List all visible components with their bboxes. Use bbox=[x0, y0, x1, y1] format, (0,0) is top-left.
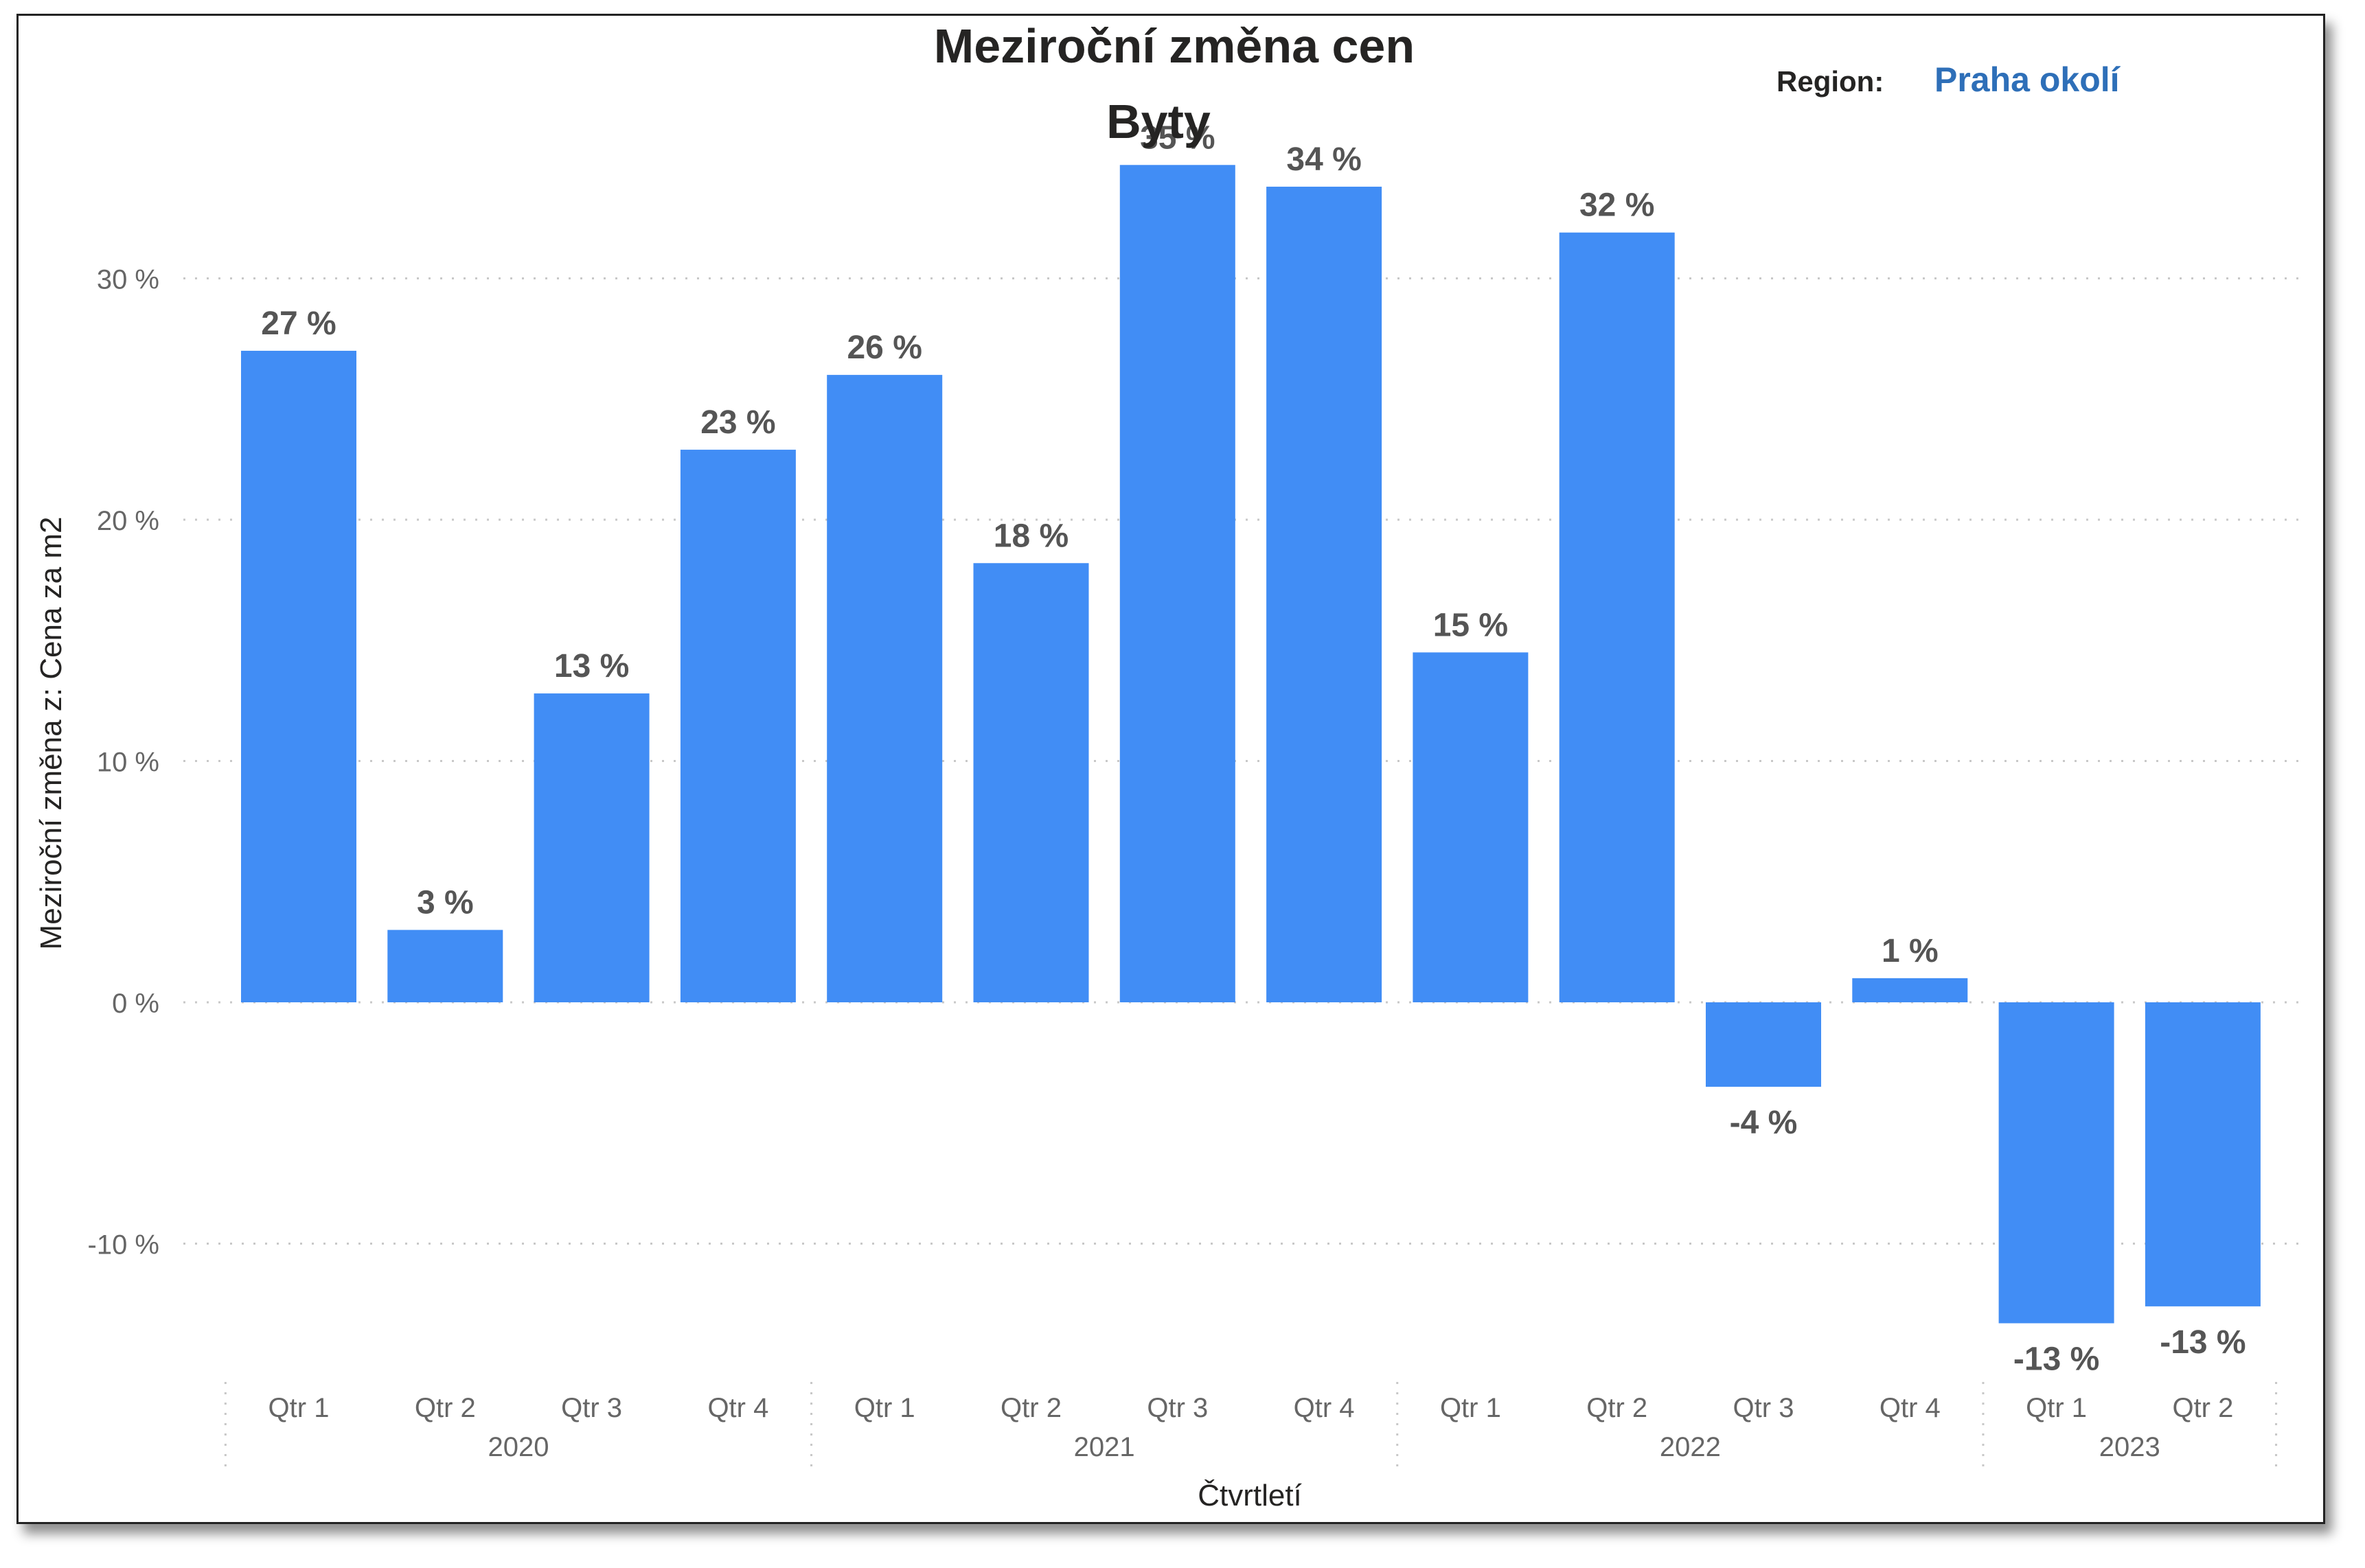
x-tick-label: Qtr 1 bbox=[2026, 1393, 2087, 1423]
bar[interactable] bbox=[1706, 1002, 1821, 1087]
x-axis: Qtr 1 Qtr 2 Qtr 3 Qtr 4 Qtr 1 Qtr 2 Qtr 3 Qtr 4… bbox=[224, 1382, 2278, 1471]
x-tick-label: Qtr 3 bbox=[1147, 1393, 1208, 1423]
x-year-label: 2020 bbox=[488, 1432, 549, 1462]
bar[interactable] bbox=[1119, 165, 1235, 1002]
data-label: 1 % bbox=[1882, 933, 1939, 969]
y-tick-label: 0 % bbox=[112, 989, 159, 1019]
bar[interactable] bbox=[973, 563, 1089, 1002]
gridlines bbox=[183, 277, 2305, 1245]
bars bbox=[241, 165, 2261, 1324]
y-tick-label: 10 % bbox=[97, 748, 159, 778]
data-label: 35 % bbox=[1140, 119, 1215, 156]
x-tick-label: Qtr 4 bbox=[1294, 1393, 1355, 1423]
y-axis-title: Meziroční změna z: Cena za m2 bbox=[34, 517, 68, 950]
bar[interactable] bbox=[1998, 1002, 2114, 1324]
x-tick-label: Qtr 4 bbox=[1880, 1393, 1941, 1423]
x-tick-label: Qtr 4 bbox=[707, 1393, 768, 1423]
x-tick-label: Qtr 1 bbox=[1440, 1393, 1501, 1423]
bar[interactable] bbox=[534, 693, 650, 1002]
chart-subtitle: Byty bbox=[1106, 95, 1211, 148]
data-label: -13 % bbox=[2013, 1341, 2099, 1377]
chart-title: Meziroční změna cen bbox=[934, 19, 1415, 73]
data-label: 34 % bbox=[1286, 141, 1361, 178]
bar[interactable] bbox=[1413, 652, 1529, 1002]
data-label: -4 % bbox=[1730, 1105, 1798, 1141]
x-tick-label: Qtr 2 bbox=[2172, 1393, 2233, 1423]
data-label: -13 % bbox=[2160, 1324, 2246, 1361]
bar[interactable] bbox=[387, 930, 503, 1002]
x-year-label: 2021 bbox=[1074, 1432, 1135, 1462]
bar[interactable] bbox=[1266, 186, 1382, 1003]
region-filter-value[interactable]: Praha okolí bbox=[1934, 60, 2121, 99]
data-label: 23 % bbox=[700, 404, 775, 441]
x-tick-label: Qtr 2 bbox=[1001, 1393, 1062, 1423]
x-tick-label: Qtr 1 bbox=[269, 1393, 330, 1423]
data-label: 13 % bbox=[554, 648, 629, 684]
y-axis: 30 % 20 % 10 % 0 % -10 % bbox=[88, 265, 160, 1260]
x-tick-label: Qtr 1 bbox=[854, 1393, 915, 1423]
bar[interactable] bbox=[1559, 232, 1675, 1003]
x-tick-label: Qtr 2 bbox=[1586, 1393, 1647, 1423]
x-tick-label: Qtr 2 bbox=[415, 1393, 476, 1423]
data-labels: 27 % 3 % 13 % 23 % 26 % 18 % 35 % 34 % 15 % 32 % -… bbox=[261, 119, 2246, 1377]
x-year-label: 2022 bbox=[1660, 1432, 1721, 1462]
x-tick-label: Qtr 3 bbox=[561, 1393, 622, 1423]
data-label: 26 % bbox=[847, 330, 922, 366]
data-label: 18 % bbox=[994, 518, 1069, 554]
bar[interactable] bbox=[827, 375, 943, 1002]
data-label: 15 % bbox=[1433, 607, 1508, 643]
bar[interactable] bbox=[1852, 978, 1968, 1002]
x-tick-label: Qtr 3 bbox=[1733, 1393, 1794, 1423]
x-axis-title: Čtvrtletí bbox=[1198, 1478, 1302, 1512]
data-label: 3 % bbox=[417, 885, 474, 921]
bar[interactable] bbox=[680, 450, 796, 1002]
y-tick-label: -10 % bbox=[88, 1230, 160, 1260]
x-year-label: 2023 bbox=[2099, 1432, 2160, 1462]
data-label: 27 % bbox=[261, 305, 336, 342]
bar[interactable] bbox=[2145, 1002, 2261, 1306]
region-filter-label: Region: bbox=[1776, 65, 1884, 97]
data-label: 32 % bbox=[1579, 187, 1654, 224]
y-tick-label: 20 % bbox=[97, 506, 159, 536]
bar-chart: 27 % 3 % 13 % 23 % 26 % 18 % 35 % 34 % 15 % 32 % -… bbox=[34, 19, 2305, 1512]
chart-card: 27 % 3 % 13 % 23 % 26 % 18 % 35 % 34 % 15 % 32 % -… bbox=[16, 14, 2325, 1524]
y-tick-label: 30 % bbox=[97, 265, 159, 295]
bar[interactable] bbox=[241, 350, 356, 1002]
